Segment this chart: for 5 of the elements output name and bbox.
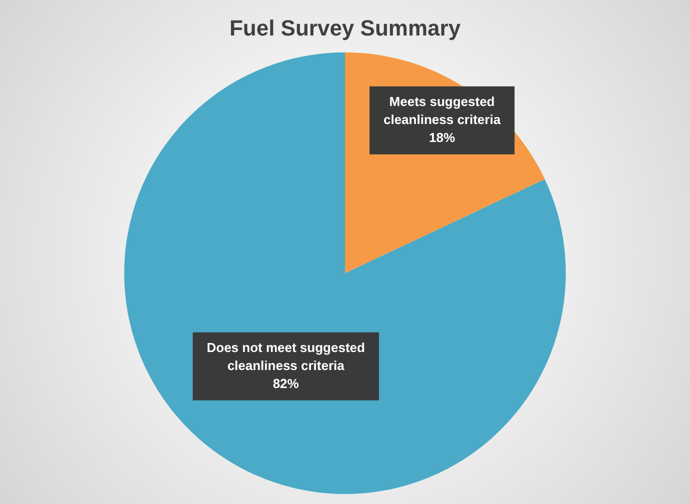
data-label: 18% xyxy=(429,130,456,145)
data-label: 82% xyxy=(272,376,300,391)
slice-label: Does not meet suggested cleanliness criteria xyxy=(206,340,365,373)
slice-label: Meets suggested cleanliness criteria xyxy=(383,94,502,127)
chart-title: Fuel Survey Summary xyxy=(229,15,462,40)
